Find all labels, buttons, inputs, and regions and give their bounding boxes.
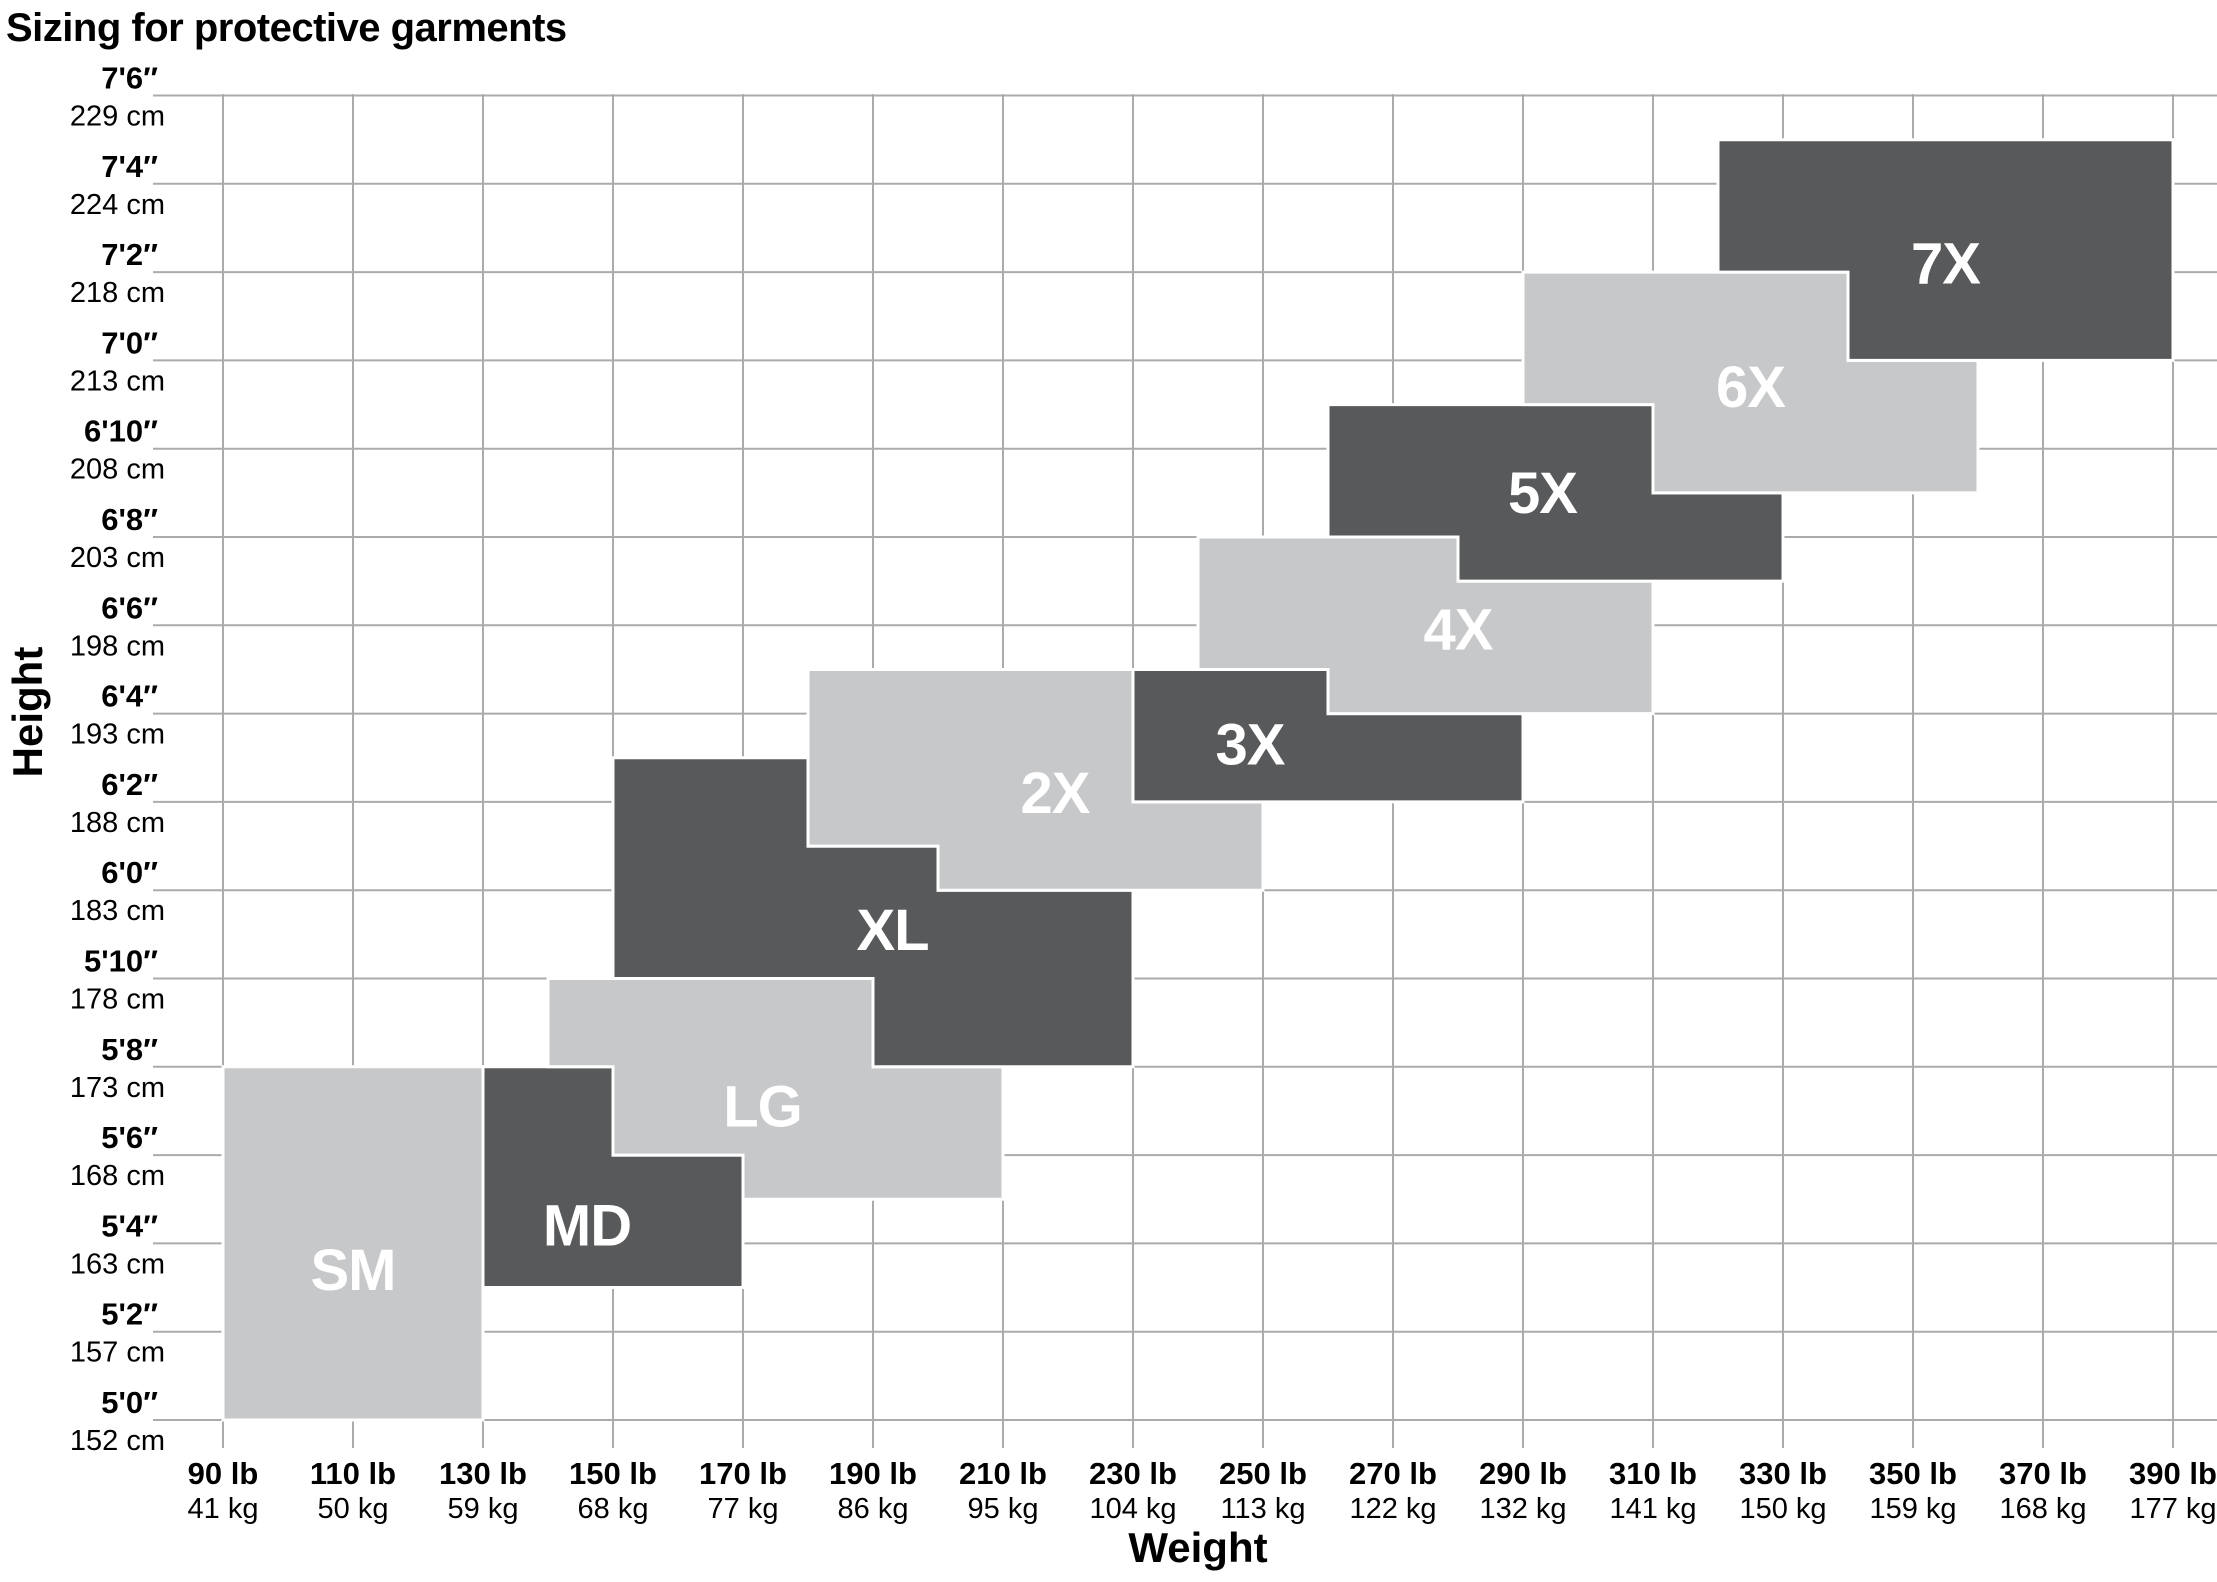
y-tick-label-cm: 193 cm [70,719,165,751]
y-tick-label-cm: 183 cm [70,895,165,927]
x-tick-label-kg: 68 kg [578,1493,649,1525]
y-tick-label-ftin: 6'10″ [84,414,158,449]
x-tick-label-lb: 390 lb [2129,1456,2217,1491]
y-tick-label-ftin: 7'2″ [101,237,158,272]
y-tick-label-ftin: 6'8″ [101,502,158,537]
y-tick-label-ftin: 5'6″ [101,1120,158,1155]
x-tick-label-kg: 59 kg [448,1493,519,1525]
y-tick-label-ftin: 7'0″ [101,325,158,360]
size-region-label-5x: 5X [1508,461,1578,526]
y-tick-label-ftin: 6'2″ [101,767,158,802]
y-tick-label-cm: 163 cm [70,1248,165,1280]
y-tick-label-ftin: 6'6″ [101,590,158,625]
x-tick-label-kg: 86 kg [838,1493,909,1525]
y-tick-label-cm: 213 cm [70,365,165,397]
x-tick-label-lb: 90 lb [188,1456,259,1491]
y-tick-label-ftin: 5'4″ [101,1208,158,1243]
x-tick-label-lb: 350 lb [1869,1456,1957,1491]
y-tick-label-cm: 168 cm [70,1160,165,1192]
x-tick-label-lb: 230 lb [1089,1456,1177,1491]
x-axis-title: Weight [1128,1524,1268,1571]
size-region-label-7x: 7X [1911,231,1981,296]
x-tick-label-kg: 77 kg [708,1493,779,1525]
x-tick-label-lb: 330 lb [1739,1456,1827,1491]
y-tick-label-cm: 173 cm [70,1072,165,1104]
size-region-label-md: MD [543,1194,631,1259]
y-tick-label-cm: 208 cm [70,454,165,486]
x-tick-label-kg: 104 kg [1089,1493,1176,1525]
size-region-label-sm: SM [311,1238,396,1303]
y-tick-label-ftin: 5'2″ [101,1297,158,1332]
y-tick-label-cm: 218 cm [70,277,165,309]
y-axis-title: Height [4,646,51,778]
y-tick-label-ftin: 6'4″ [101,679,158,714]
x-tick-label-lb: 130 lb [439,1456,527,1491]
x-tick-label-lb: 290 lb [1479,1456,1567,1491]
page-title: Sizing for protective garments [6,6,567,50]
x-tick-label-lb: 210 lb [959,1456,1047,1491]
size-region-7x [1716,138,2175,362]
x-tick-label-kg: 159 kg [1869,1493,1956,1525]
x-tick-label-kg: 168 kg [1999,1493,2086,1525]
y-tick-label-ftin: 7'6″ [101,61,158,96]
size-region-label-2x: 2X [1021,761,1091,826]
size-region-label-lg: LG [723,1075,802,1140]
size-region-label-xl: XL [856,898,928,963]
x-tick-label-kg: 95 kg [968,1493,1039,1525]
x-tick-label-lb: 310 lb [1609,1456,1697,1491]
y-tick-label-ftin: 5'0″ [101,1385,158,1420]
y-tick-label-cm: 198 cm [70,630,165,662]
x-tick-label-kg: 122 kg [1349,1493,1436,1525]
x-tick-label-lb: 270 lb [1349,1456,1437,1491]
x-tick-label-kg: 177 kg [2129,1493,2216,1525]
y-tick-label-cm: 229 cm [70,101,165,133]
x-tick-label-lb: 190 lb [829,1456,917,1491]
x-tick-label-kg: 141 kg [1609,1493,1696,1525]
size-region-label-6x: 6X [1716,355,1786,420]
x-tick-label-lb: 370 lb [1999,1456,2087,1491]
x-tick-label-kg: 41 kg [188,1493,259,1525]
y-tick-label-cm: 178 cm [70,984,165,1016]
y-tick-label-cm: 152 cm [70,1425,165,1457]
x-tick-label-lb: 170 lb [699,1456,787,1491]
x-tick-label-kg: 150 kg [1739,1493,1826,1525]
x-tick-label-lb: 110 lb [310,1456,396,1491]
y-tick-label-ftin: 5'8″ [101,1032,158,1067]
y-tick-label-ftin: 6'0″ [101,855,158,890]
x-tick-label-kg: 113 kg [1221,1493,1306,1525]
y-tick-label-ftin: 7'4″ [101,149,158,184]
y-tick-label-ftin: 5'10″ [84,944,158,979]
y-tick-label-cm: 188 cm [70,807,165,839]
size-region-label-3x: 3X [1216,713,1286,778]
x-tick-label-kg: 132 kg [1479,1493,1566,1525]
x-tick-label-lb: 150 lb [569,1456,657,1491]
y-tick-label-cm: 203 cm [70,542,165,574]
x-tick-label-lb: 250 lb [1219,1456,1307,1491]
y-tick-label-cm: 224 cm [70,189,165,221]
size-region-label-4x: 4X [1424,598,1494,663]
x-tick-label-kg: 50 kg [318,1493,389,1525]
y-tick-label-cm: 157 cm [70,1337,165,1369]
